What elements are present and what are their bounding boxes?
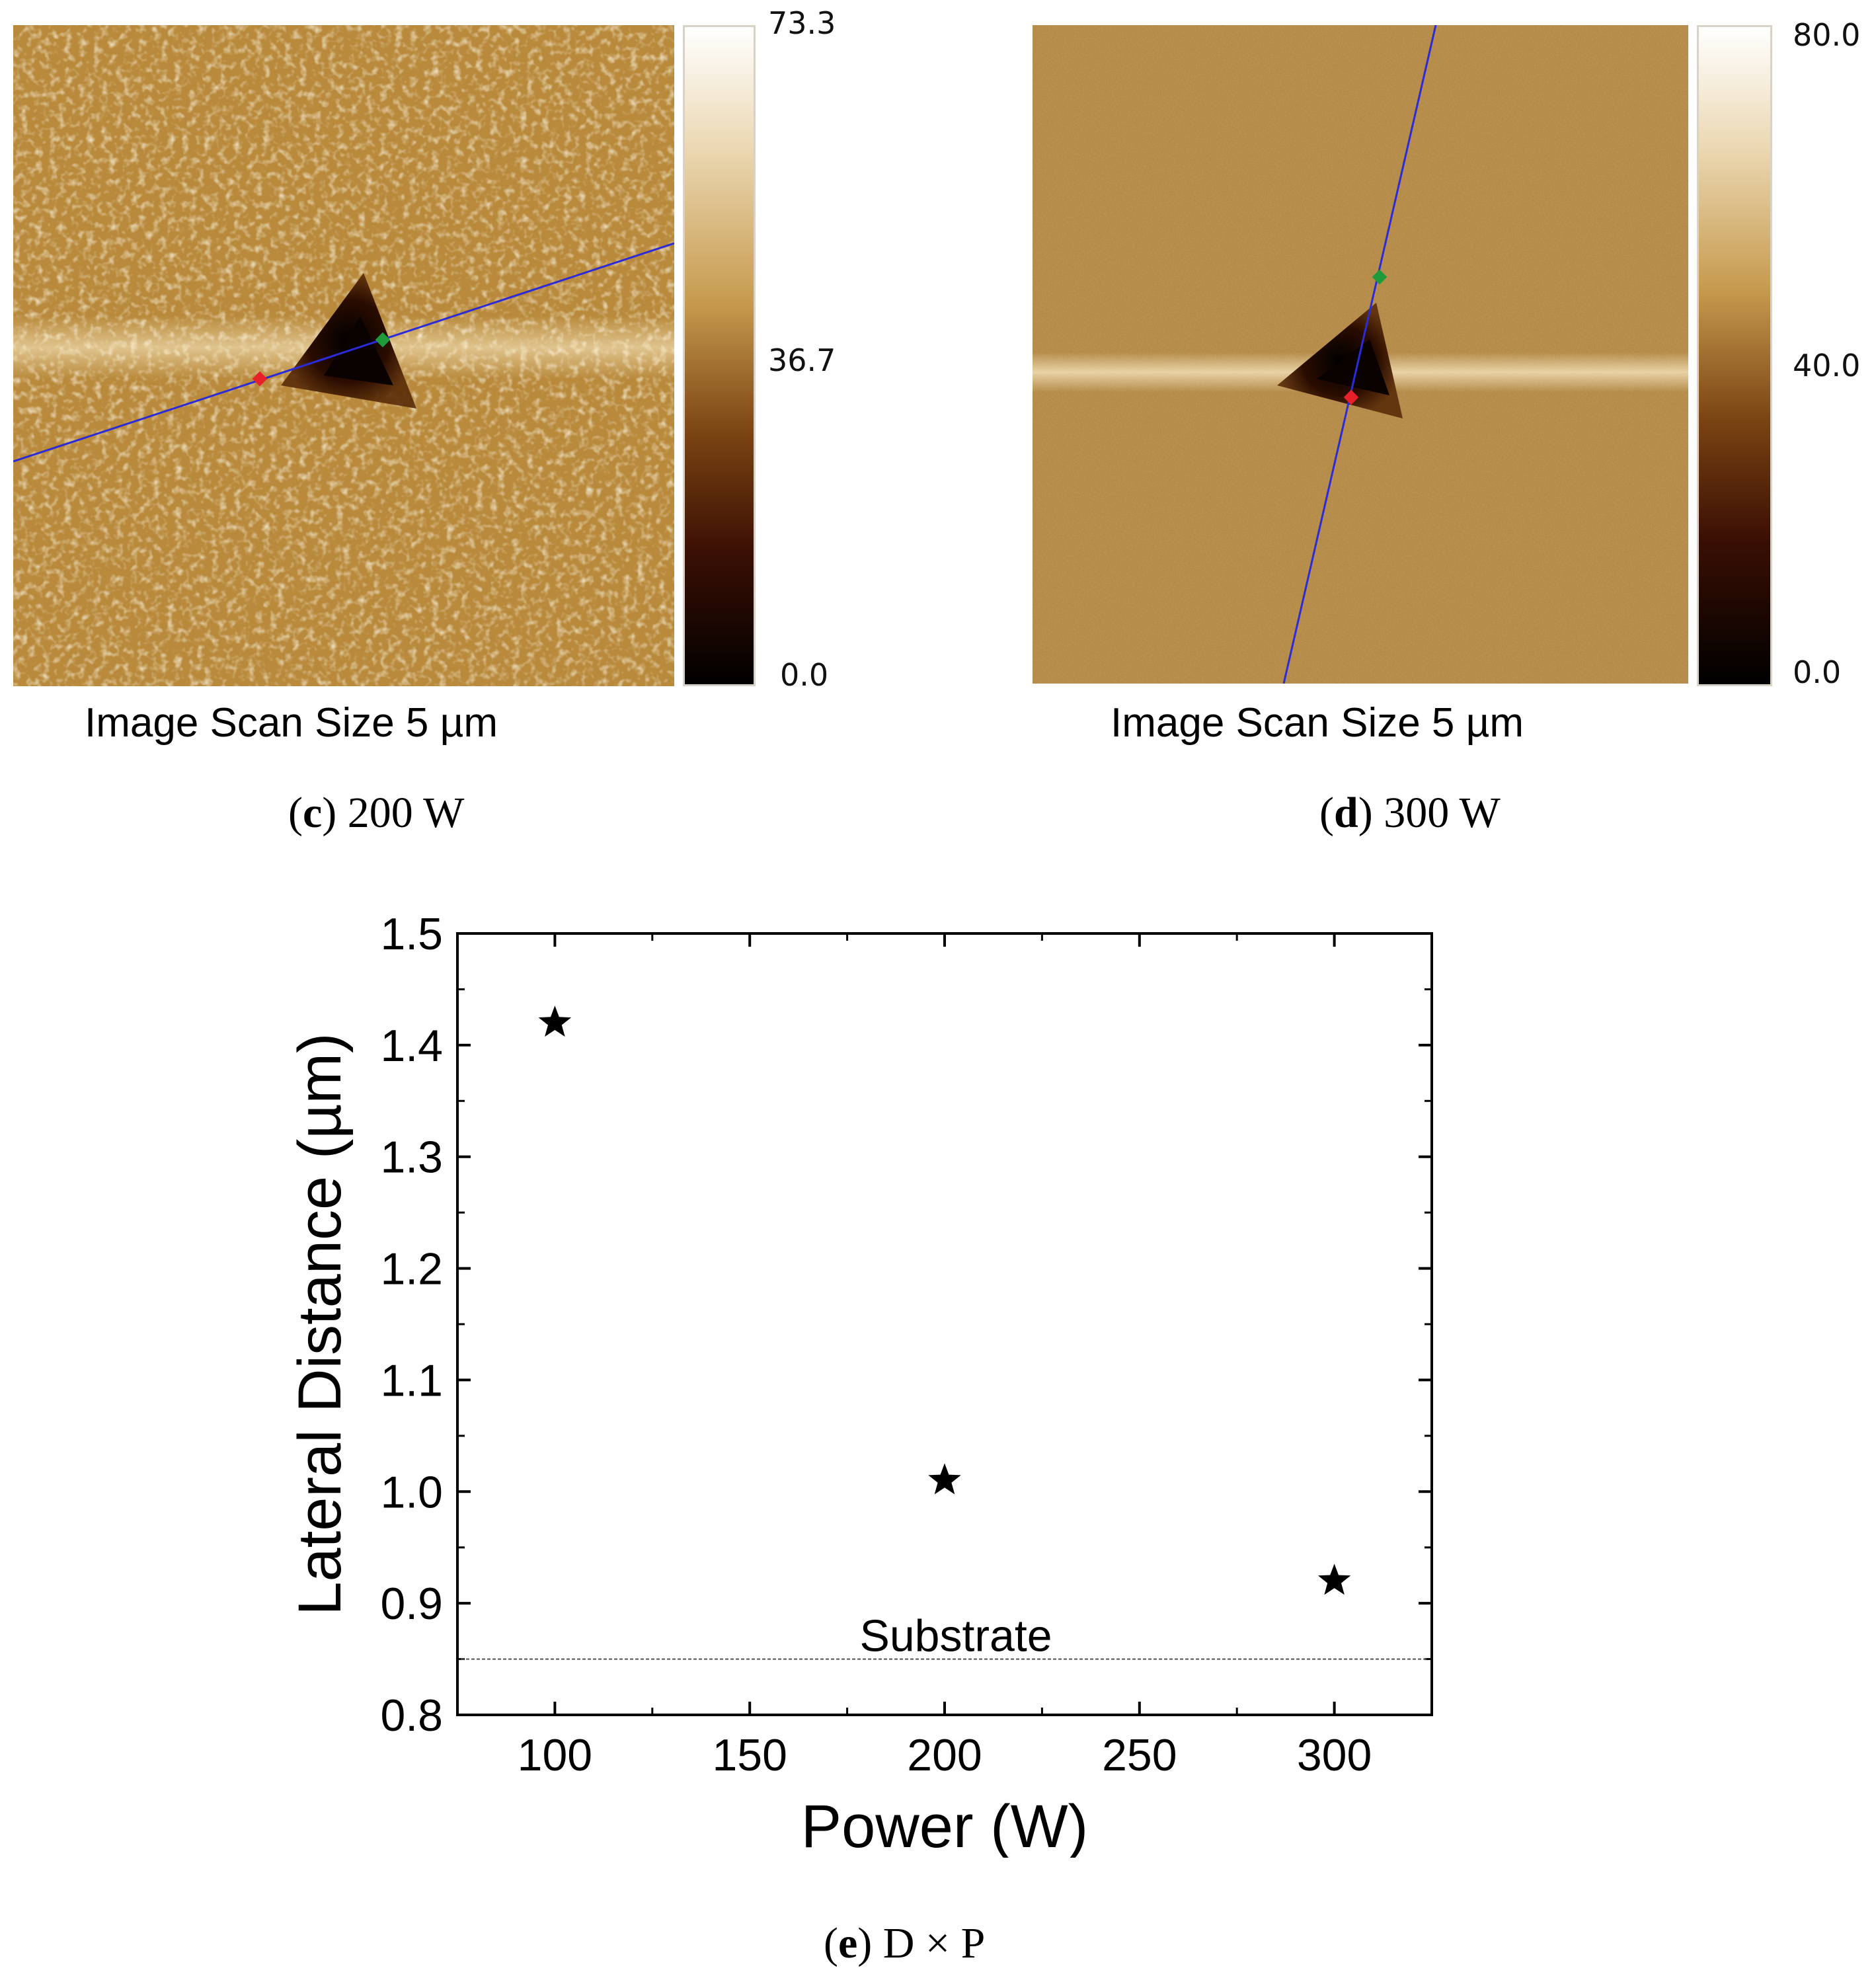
marker-red (252, 371, 268, 387)
colorbar-max-label: 80.0 (1793, 17, 1861, 53)
panel-caption-e: (e) D × P (824, 1919, 986, 1967)
afm-topography-300w (1033, 25, 1688, 684)
y-tick-label: 1.3 (380, 1132, 443, 1183)
y-tick-label: 1.2 (380, 1244, 443, 1294)
data-point-star (1317, 1563, 1351, 1595)
y-tick-label: 1.4 (380, 1021, 443, 1071)
indent-pit-core (324, 316, 393, 385)
y-tick-label: 1.1 (380, 1355, 443, 1405)
data-point-star (538, 1006, 572, 1037)
x-tick-label: 300 (1297, 1730, 1372, 1780)
caption-text: D × P (882, 1919, 986, 1967)
y-tick-label: 0.8 (380, 1690, 443, 1741)
y-axis-label: Lateral Distance (µm) (286, 1033, 354, 1615)
plot-frame (456, 932, 1433, 1716)
colorbar-min-label: 0.0 (780, 657, 829, 693)
panel-caption-d: (d) 300 W (1319, 789, 1501, 837)
caption-text: 200 W (347, 789, 465, 837)
y-tick-label: 0.9 (380, 1579, 443, 1629)
afm-image-300w (1033, 25, 1688, 684)
afm-image-200w (13, 25, 674, 686)
substrate-label: Substrate (859, 1611, 1052, 1661)
caption-letter: d (1333, 789, 1358, 837)
x-tick-label: 150 (712, 1730, 787, 1780)
lateral-distance-chart: 100 150 200 250 300 0.8 0.9 1.0 1.1 1.2 1.3 1.4 1.5 P… (286, 909, 1433, 1858)
x-tick-label: 250 (1102, 1730, 1177, 1780)
scan-size-label: Image Scan Size 5 µm (85, 700, 498, 746)
colorbar-min-label: 0.0 (1793, 654, 1842, 690)
profile-line (1282, 25, 1437, 684)
marker-green (1372, 269, 1387, 285)
x-axis-label: Power (W) (801, 1793, 1088, 1858)
y-tick-label: 1.5 (380, 909, 443, 959)
indent-pit-core (1317, 339, 1389, 395)
colorbar-max-label: 73.3 (768, 5, 836, 41)
caption-letter: e (838, 1919, 858, 1967)
marker-red (1343, 389, 1359, 405)
panel-caption-c: (c) 200 W (288, 789, 465, 837)
x-tick-label: 100 (518, 1730, 592, 1780)
data-point-star (928, 1463, 961, 1495)
scan-size-label: Image Scan Size 5 µm (1111, 700, 1524, 746)
x-tick-label: 200 (907, 1730, 982, 1780)
y-tick-label: 1.0 (380, 1467, 443, 1517)
afm-topography-200w (13, 25, 674, 686)
colorbar-mid-label: 36.7 (768, 342, 836, 378)
colorbar-mid-label: 40.0 (1793, 348, 1861, 383)
marker-green (375, 332, 391, 348)
profile-line (13, 242, 674, 463)
caption-letter: c (302, 789, 323, 837)
caption-text: 300 W (1384, 789, 1501, 837)
colorbar-300w (1697, 25, 1772, 686)
colorbar-200w (683, 25, 756, 686)
